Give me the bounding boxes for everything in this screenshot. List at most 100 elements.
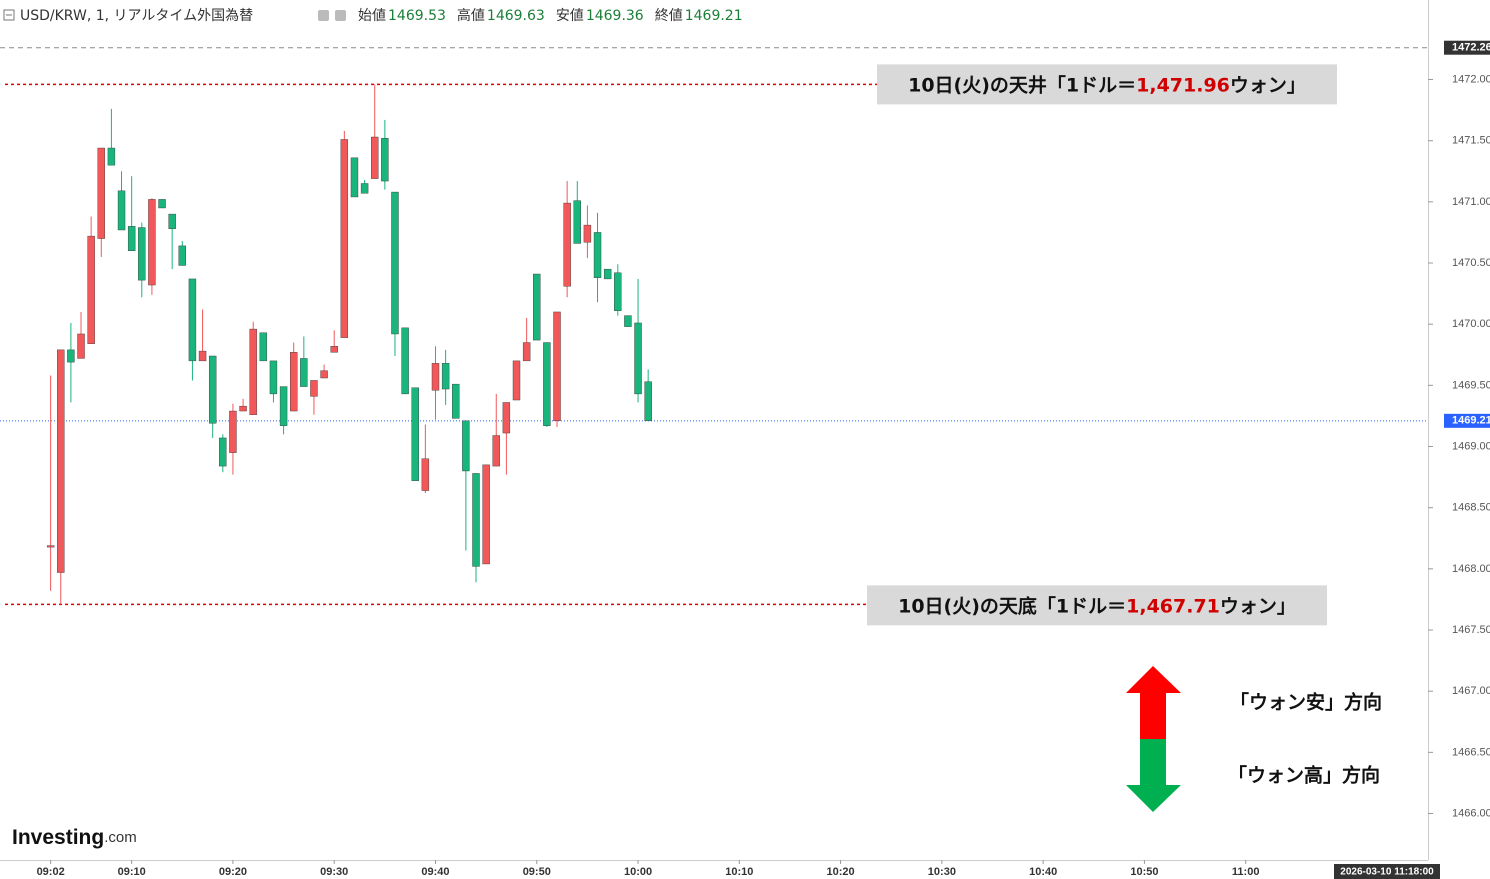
candle-body: [472, 473, 480, 567]
candle-body: [239, 405, 247, 412]
candle-body: [46, 545, 55, 548]
candle-body: [77, 333, 85, 359]
candle-body: [593, 232, 602, 278]
candle-body: [330, 346, 338, 353]
candle-body: [381, 138, 389, 182]
ohlc-value: 1469.21: [685, 8, 743, 24]
settings-icon[interactable]: [318, 10, 329, 21]
candle-body: [543, 342, 551, 426]
annotation-text: 10日(火)の天井「1ドル＝: [908, 73, 1136, 96]
candle-body: [441, 363, 450, 390]
candle-body: [198, 350, 207, 362]
ohlc-value: 1469.36: [586, 8, 644, 24]
y-tick-label: 1471.50: [1452, 135, 1490, 147]
y-tick-label: 1471.00: [1452, 196, 1490, 208]
candle-body: [320, 370, 328, 379]
x-tick-label: 09:40: [421, 866, 449, 878]
settings-icon[interactable]: [335, 10, 346, 21]
collapse-icon[interactable]: [3, 9, 15, 21]
x-tick-label: 09:50: [523, 866, 551, 878]
candle-body: [452, 383, 460, 419]
y-tick-label: 1470.00: [1452, 318, 1490, 330]
annotation-box: [867, 585, 1327, 626]
annotation-text: 10日(火)の天底「1ドル＝: [898, 594, 1126, 617]
candle-body: [107, 147, 116, 166]
candle-body: [482, 464, 490, 565]
candle-body: [624, 315, 632, 327]
logo-suffix: .com: [104, 829, 137, 846]
candle-body: [138, 227, 146, 281]
ohlc-value: 1469.53: [388, 8, 446, 24]
candle-body: [158, 199, 166, 209]
candle-body: [148, 199, 156, 286]
candle-body: [644, 381, 652, 422]
ohlc-label: 終値: [655, 8, 683, 24]
x-tick-label: 10:50: [1130, 866, 1158, 878]
logo-main: Investing: [12, 826, 104, 849]
y-tick-label: 1469.50: [1452, 379, 1490, 391]
candle-body: [350, 157, 359, 198]
candle-body: [603, 268, 612, 280]
candle-body: [290, 352, 298, 412]
candle-body: [208, 355, 217, 424]
candle-body: [614, 272, 622, 311]
y-tick-label: 1472.00: [1452, 73, 1490, 85]
candle-body: [492, 435, 500, 467]
annotation-box: [877, 64, 1337, 105]
annotation: 10日(火)の天底「1ドル＝1,467.71ウォン」: [898, 594, 1296, 617]
y-tick-label: 1469.00: [1452, 440, 1490, 452]
ohlc-label: 安値: [556, 8, 584, 24]
candle-body: [310, 380, 318, 397]
x-tick-label: 10:00: [624, 866, 652, 878]
ohlc-value: 1469.63: [487, 8, 545, 24]
y-tick-label: 1467.00: [1452, 685, 1490, 697]
annotation-text: ウォン」: [1230, 74, 1306, 96]
ohlc-label: 始値: [358, 8, 386, 24]
candle-body: [259, 332, 268, 362]
candle-body: [431, 363, 440, 391]
x-tick-label: 10:40: [1029, 866, 1057, 878]
annotation-price: 1,467.71: [1126, 595, 1220, 617]
y-tick-label: 1468.00: [1452, 563, 1490, 575]
candle-body: [229, 410, 237, 453]
annotation-text: ウォン」: [1220, 595, 1296, 617]
ohlc-label: 高値: [457, 7, 485, 24]
arrow-down: [1126, 739, 1181, 812]
candle-body: [269, 360, 278, 395]
candle-body: [371, 136, 379, 179]
candle-body: [219, 437, 227, 467]
candle-body: [533, 273, 541, 341]
y-tick-label: 1466.50: [1452, 746, 1490, 758]
candle-body: [502, 402, 511, 434]
candle-body: [462, 420, 470, 472]
last-price-tag: [1444, 413, 1490, 428]
crosshair-time-tag: [1334, 864, 1440, 879]
y-tick-label: 1467.50: [1452, 624, 1490, 636]
candle-body: [117, 190, 126, 231]
y-tick-label: 1466.00: [1452, 807, 1490, 819]
candle-body: [401, 327, 409, 395]
direction-label: 「ウォン高」方向: [1228, 764, 1380, 787]
candle-body: [97, 147, 105, 239]
crosshair-price-label: 1472.26: [1452, 42, 1490, 54]
candle-body: [512, 360, 521, 401]
candle-body: [67, 349, 75, 363]
x-tick-label: 09:30: [320, 866, 348, 878]
candle-body: [279, 386, 288, 426]
candle-body: [634, 322, 642, 395]
arrow-up: [1126, 666, 1181, 739]
direction-arrow: [1126, 666, 1181, 812]
annotation-price: 1,471.96: [1136, 74, 1230, 96]
y-tick-label: 1470.50: [1452, 257, 1490, 269]
candle-body: [391, 191, 399, 335]
candle-body: [411, 387, 419, 481]
x-tick-label: 10:30: [928, 866, 956, 878]
logo: Investing.com: [12, 826, 137, 849]
x-tick-label: 10:10: [725, 866, 753, 878]
x-tick-label: 11:00: [1232, 866, 1260, 878]
candle-body: [583, 224, 592, 243]
y-tick-label: 1468.50: [1452, 502, 1490, 514]
candle-body: [360, 183, 369, 194]
candle-body: [553, 311, 561, 422]
